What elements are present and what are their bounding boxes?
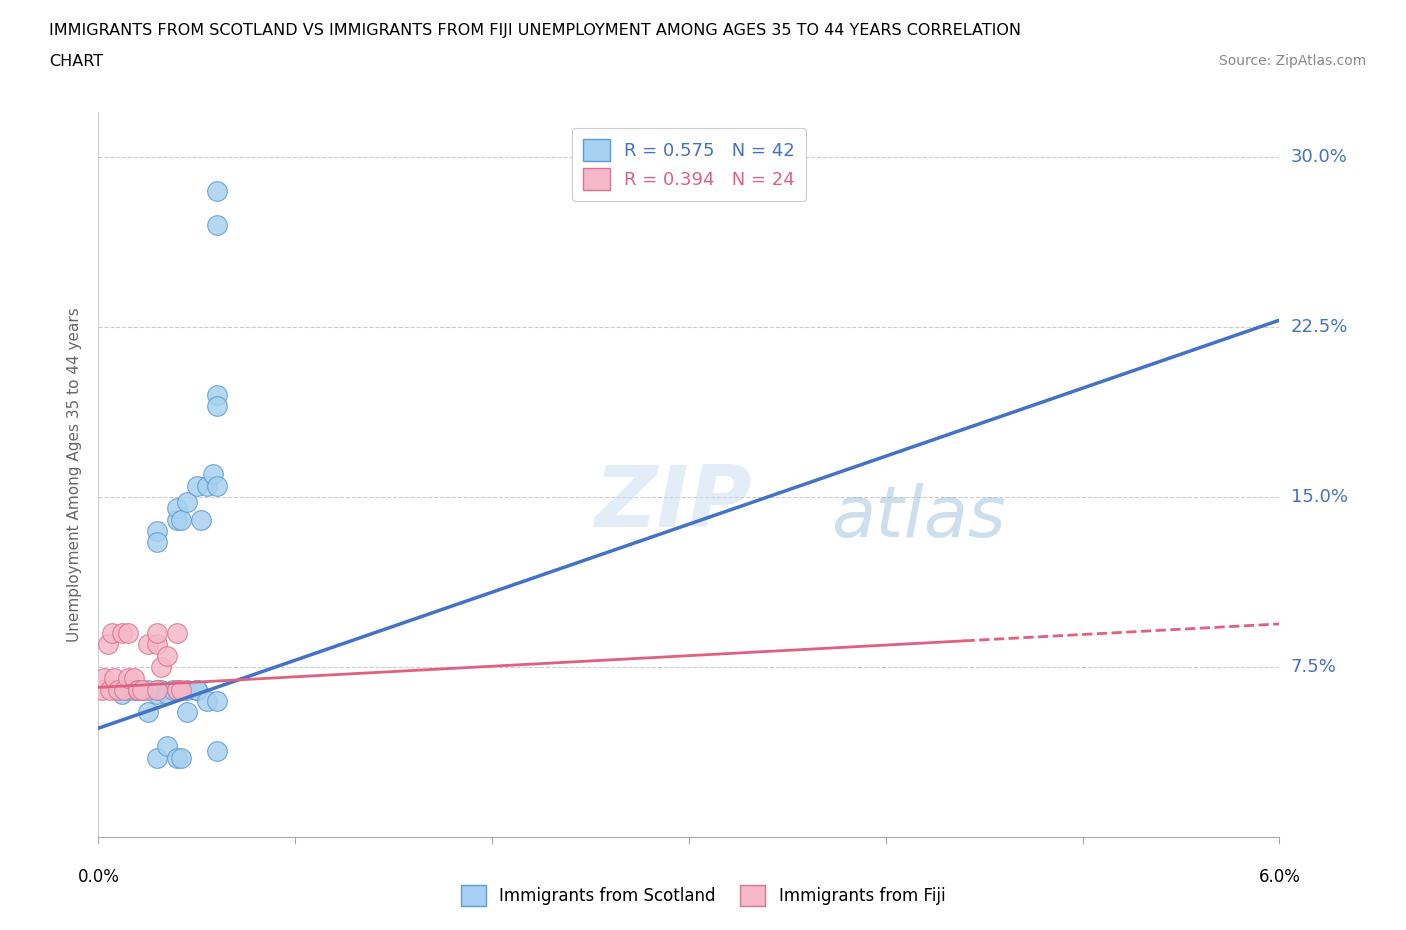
Point — [146, 686, 169, 701]
Point — [111, 626, 134, 641]
Legend: R = 0.575   N = 42, R = 0.394   N = 24: R = 0.575 N = 42, R = 0.394 N = 24 — [572, 128, 806, 201]
Text: 15.0%: 15.0% — [1291, 488, 1347, 506]
Point — [107, 683, 129, 698]
Point — [201, 467, 224, 482]
Point — [170, 683, 193, 698]
Point — [186, 683, 208, 698]
Point — [205, 694, 228, 709]
Point — [146, 535, 169, 550]
Point — [127, 683, 149, 698]
Point — [205, 743, 228, 758]
Point — [122, 683, 145, 698]
Text: Source: ZipAtlas.com: Source: ZipAtlas.com — [1219, 54, 1367, 68]
Point — [205, 218, 228, 232]
Text: CHART: CHART — [49, 54, 103, 69]
Text: 30.0%: 30.0% — [1291, 148, 1347, 166]
Point — [98, 683, 121, 698]
Point — [162, 683, 184, 698]
Point — [205, 388, 228, 403]
Point — [136, 683, 159, 698]
Point — [156, 648, 179, 663]
Point — [150, 659, 173, 674]
Point — [166, 751, 188, 765]
Point — [103, 671, 125, 685]
Y-axis label: Unemployment Among Ages 35 to 44 years: Unemployment Among Ages 35 to 44 years — [67, 307, 83, 642]
Text: 0.0%: 0.0% — [77, 868, 120, 885]
Point — [190, 512, 212, 527]
Point — [117, 626, 139, 641]
Point — [117, 683, 139, 698]
Text: IMMIGRANTS FROM SCOTLAND VS IMMIGRANTS FROM FIJI UNEMPLOYMENT AMONG AGES 35 TO 4: IMMIGRANTS FROM SCOTLAND VS IMMIGRANTS F… — [49, 23, 1021, 38]
Point — [166, 683, 188, 698]
Point — [166, 683, 188, 698]
Point — [146, 637, 169, 652]
Point — [91, 683, 114, 698]
Point — [127, 683, 149, 698]
Point — [127, 683, 149, 698]
Point — [117, 671, 139, 685]
Point — [205, 399, 228, 414]
Point — [195, 478, 218, 493]
Point — [195, 694, 218, 709]
Point — [170, 751, 193, 765]
Point — [93, 671, 115, 685]
Point — [166, 512, 188, 527]
Point — [156, 738, 179, 753]
Point — [146, 751, 169, 765]
Point — [146, 524, 169, 538]
Point — [136, 637, 159, 652]
Point — [186, 478, 208, 493]
Point — [136, 705, 159, 720]
Point — [127, 683, 149, 698]
Point — [170, 512, 193, 527]
Point — [156, 686, 179, 701]
Text: 7.5%: 7.5% — [1291, 658, 1337, 676]
Text: 6.0%: 6.0% — [1258, 868, 1301, 885]
Point — [150, 683, 173, 698]
Point — [186, 683, 208, 698]
Point — [107, 683, 129, 698]
Point — [176, 494, 198, 509]
Point — [205, 478, 228, 493]
Point — [166, 626, 188, 641]
Point — [146, 626, 169, 641]
Text: atlas: atlas — [831, 484, 1005, 552]
Point — [146, 683, 169, 698]
Point — [146, 683, 169, 698]
Point — [176, 705, 198, 720]
Text: 22.5%: 22.5% — [1291, 318, 1348, 336]
Point — [176, 683, 198, 698]
Point — [101, 626, 124, 641]
Point — [205, 183, 228, 198]
Point — [166, 501, 188, 516]
Point — [112, 683, 135, 698]
Text: ZIP: ZIP — [595, 462, 752, 545]
Point — [122, 671, 145, 685]
Point — [131, 683, 153, 698]
Point — [127, 683, 149, 698]
Point — [111, 686, 134, 701]
Point — [131, 683, 153, 698]
Legend: Immigrants from Scotland, Immigrants from Fiji: Immigrants from Scotland, Immigrants fro… — [454, 879, 952, 912]
Point — [97, 637, 120, 652]
